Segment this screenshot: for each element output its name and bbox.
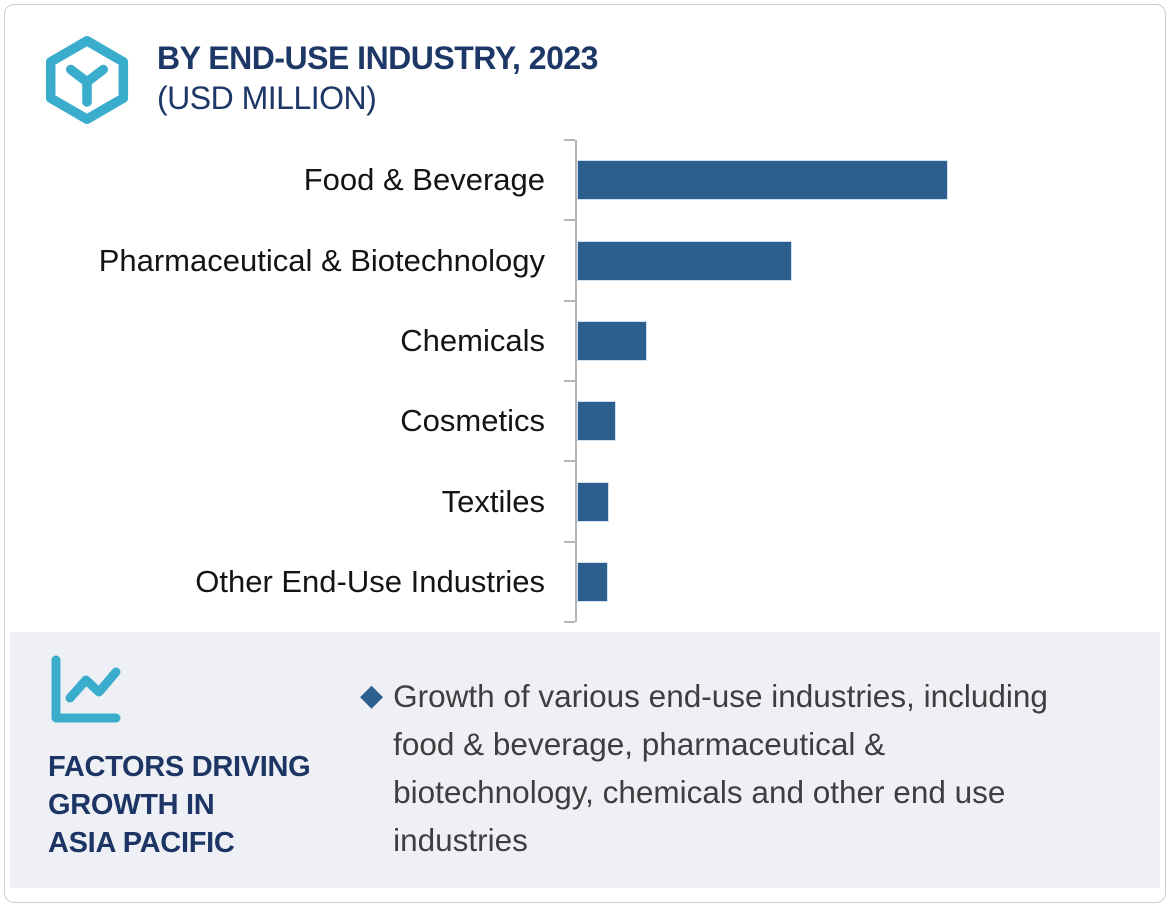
axis-tick: [564, 299, 575, 302]
footer-heading-line: ASIA PACIFIC: [48, 827, 235, 859]
bar: [577, 240, 792, 281]
axis-tick: [564, 460, 575, 463]
chart-header: BY END-USE INDUSTRY, 2023 (USD MILLION): [157, 38, 598, 118]
bar: [577, 160, 948, 201]
chart-title: BY END-USE INDUSTRY, 2023: [157, 40, 598, 76]
category-label: Chemicals: [400, 322, 545, 358]
category-label: Food & Beverage: [303, 162, 545, 198]
category-axis-line: [575, 140, 577, 622]
footer-heading-line: GROWTH IN: [48, 789, 215, 821]
category-label: Textiles: [441, 483, 545, 519]
diamond-icon: ◆: [360, 679, 384, 712]
bullet-text: Growth of various end-use industries, in…: [393, 678, 1048, 858]
axis-tick: [564, 380, 575, 382]
axis-tick: [564, 139, 575, 141]
bar: [577, 561, 608, 602]
hexagon-y-icon: [45, 36, 129, 124]
footer-heading: FACTORS DRIVING GROWTH IN ASIA PACIFIC: [48, 748, 311, 862]
axis-tick: [564, 219, 575, 222]
bar: [577, 401, 616, 442]
category-label: Cosmetics: [400, 403, 545, 439]
category-label: Other End-Use Industries: [195, 563, 545, 599]
bar: [577, 481, 609, 522]
footer-panel: FACTORS DRIVING GROWTH IN ASIA PACIFIC ◆…: [10, 632, 1160, 888]
footer-heading-line: FACTORS DRIVING: [48, 751, 311, 783]
axis-tick: [564, 540, 575, 543]
category-label: Pharmaceutical & Biotechnology: [98, 242, 545, 278]
bullet-item: ◆ Growth of various end-use industries, …: [360, 672, 1058, 864]
line-chart-icon: [51, 655, 121, 723]
chart-subtitle: (USD MILLION): [157, 80, 377, 116]
axis-tick: [564, 621, 575, 623]
bar: [577, 320, 647, 361]
